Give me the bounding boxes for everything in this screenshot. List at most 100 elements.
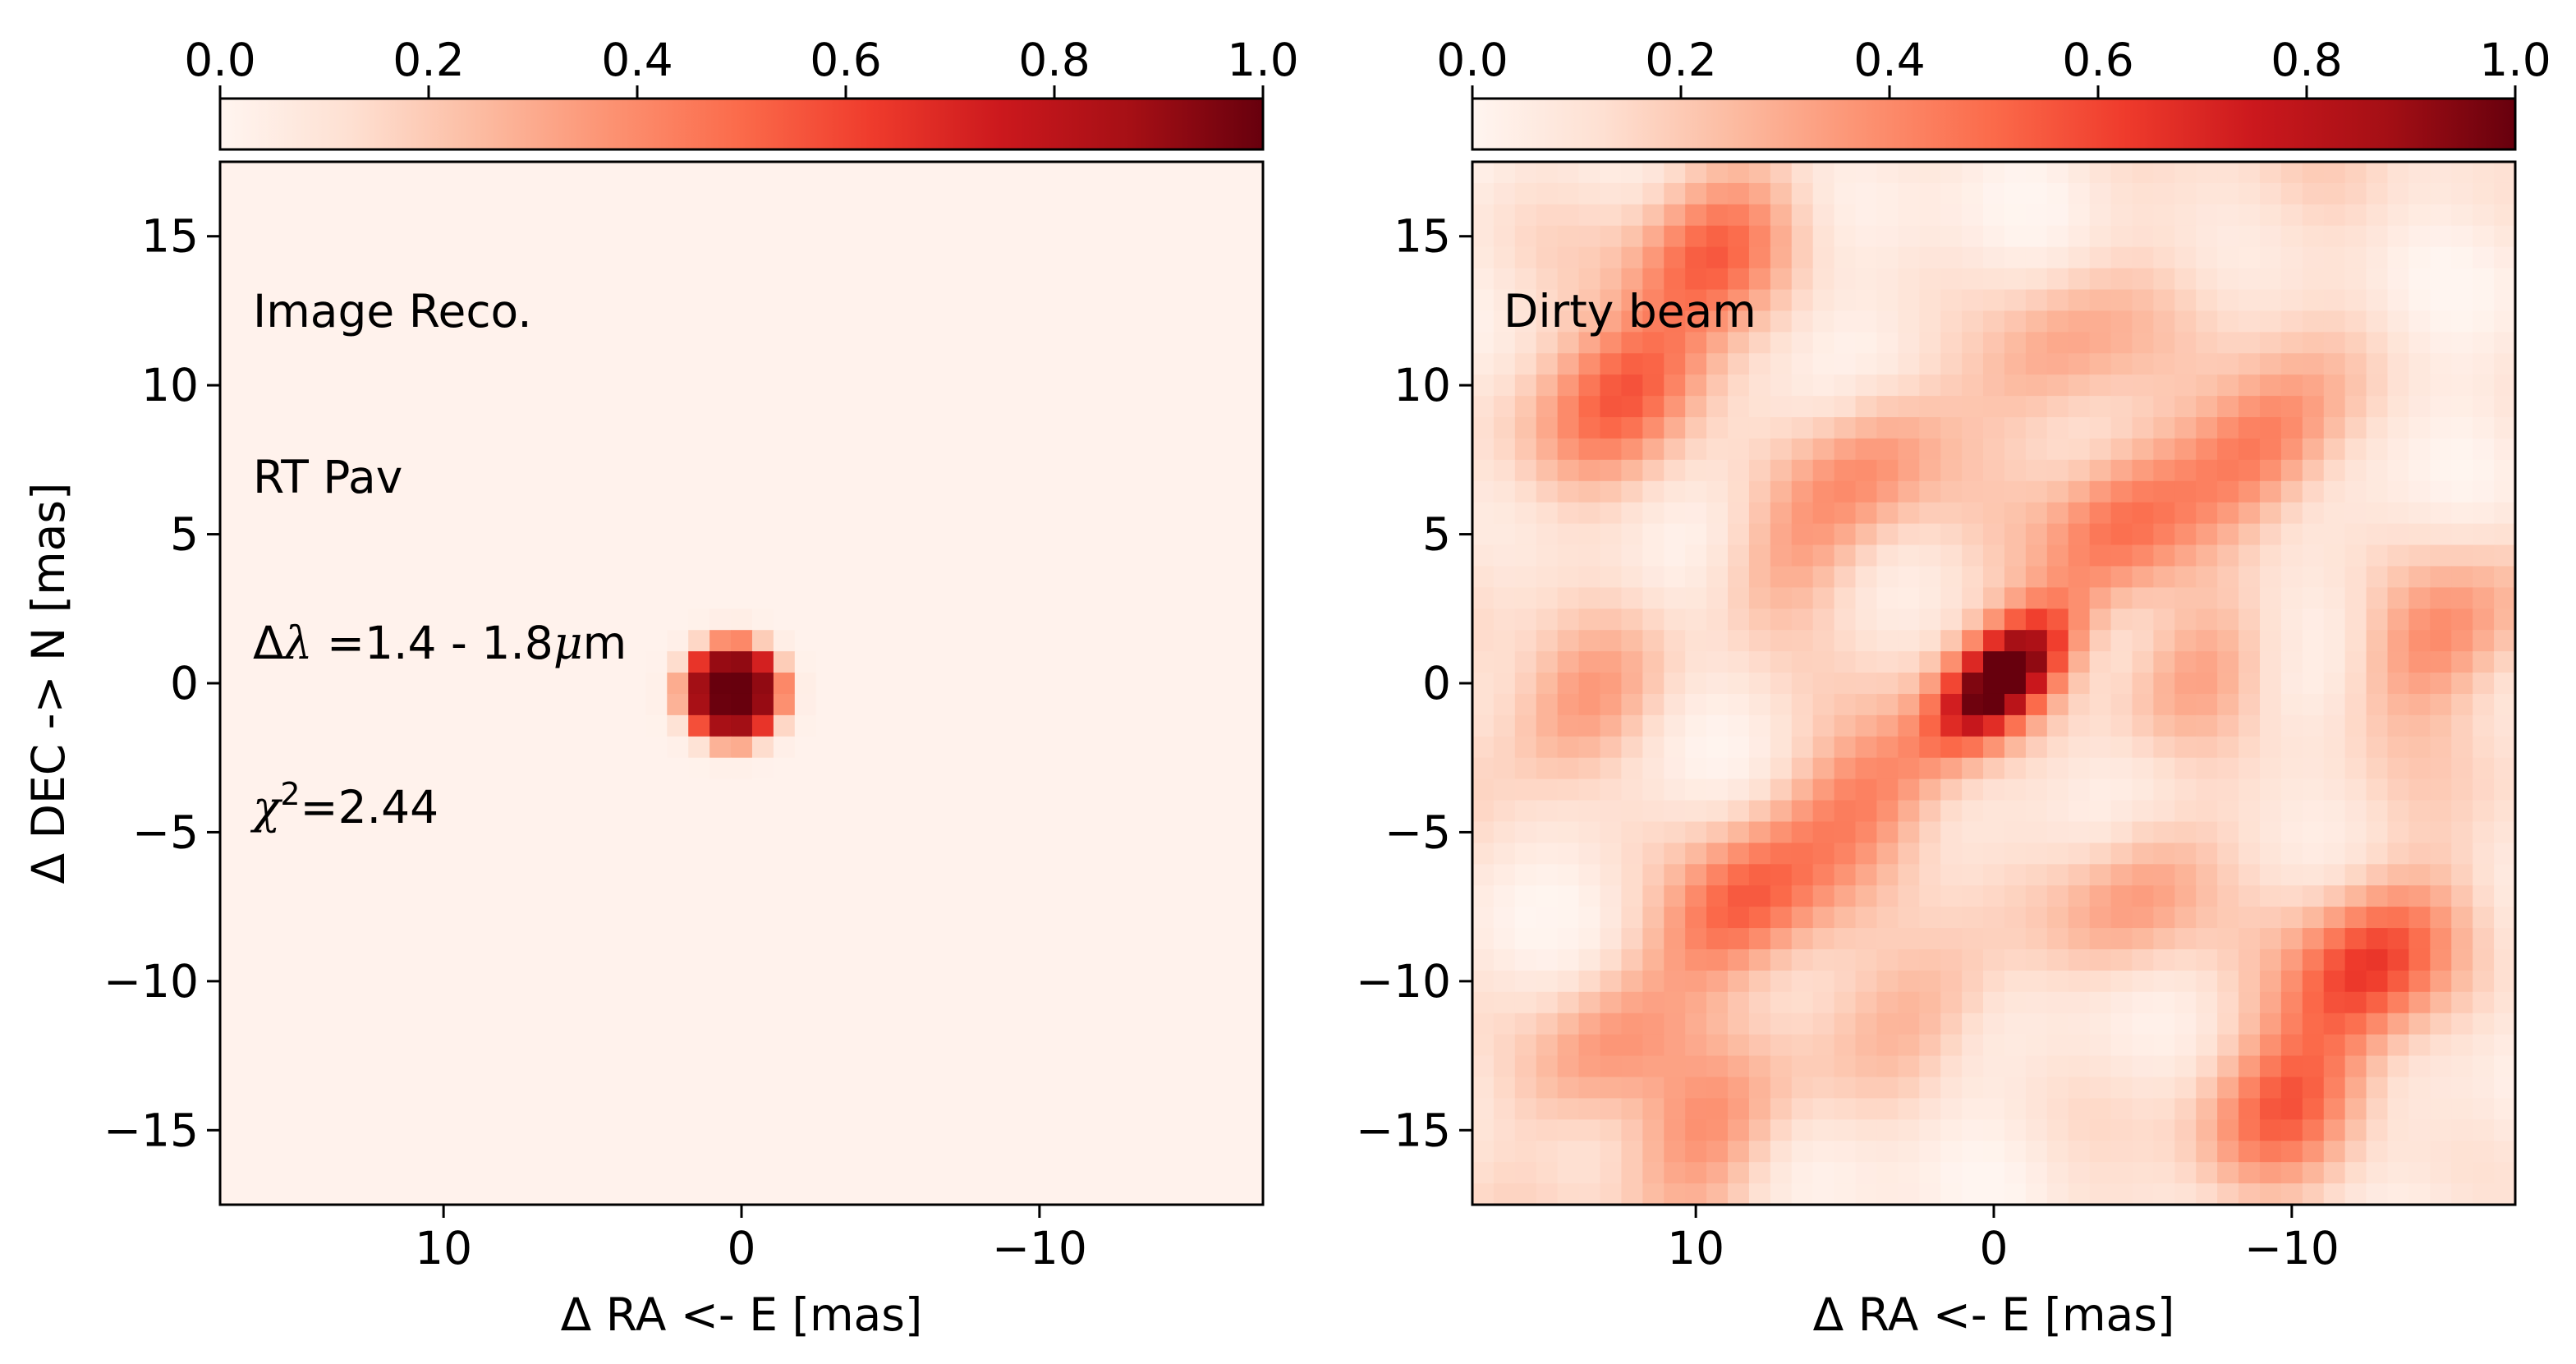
left-heatmap-cell xyxy=(517,182,540,205)
right-heatmap-cell xyxy=(2387,693,2410,716)
left-heatmap-cell xyxy=(837,310,860,333)
left-heatmap-cell xyxy=(922,268,944,291)
right-heatmap-cell xyxy=(2366,991,2389,1014)
right-heatmap-cell xyxy=(1600,566,1623,588)
left-heatmap-cell xyxy=(1199,310,1221,333)
left-heatmap-cell xyxy=(496,523,519,546)
left-heatmap-cell xyxy=(475,332,498,354)
left-heatmap-cell xyxy=(901,928,923,950)
left-heatmap-cell xyxy=(220,289,242,312)
right-heatmap-cell xyxy=(1919,204,1941,227)
right-heatmap-cell xyxy=(2196,544,2218,567)
left-heatmap-cell xyxy=(326,1119,349,1141)
right-heatmap-cell xyxy=(2473,459,2495,482)
right-heatmap-cell xyxy=(1621,1034,1643,1057)
left-y-tick-label: 15 xyxy=(141,210,199,263)
left-heatmap-cell xyxy=(369,821,391,843)
left-heatmap-cell xyxy=(496,1141,519,1163)
left-heatmap-cell xyxy=(1049,587,1072,609)
left-heatmap-cell xyxy=(815,523,838,546)
left-heatmap-cell xyxy=(220,246,242,269)
right-heatmap-cell xyxy=(1728,1013,1750,1036)
left-heatmap-cell xyxy=(1092,225,1115,248)
left-heatmap-cell xyxy=(837,353,860,375)
right-heatmap-cell xyxy=(2025,289,2048,312)
right-heatmap-cell xyxy=(1664,778,1686,801)
right-heatmap-cell xyxy=(1536,757,1559,780)
left-heatmap-cell xyxy=(581,609,604,631)
right-heatmap-cell xyxy=(2280,778,2303,801)
left-heatmap-cell xyxy=(390,948,412,971)
right-heatmap-cell xyxy=(2473,523,2495,546)
left-heatmap-cell xyxy=(1049,714,1072,737)
right-heatmap-cell xyxy=(2366,523,2389,546)
left-heatmap-cell xyxy=(1199,821,1221,843)
right-heatmap-cell xyxy=(1791,651,1814,673)
left-heatmap-cell xyxy=(944,1013,966,1036)
left-heatmap-cell xyxy=(901,1077,923,1100)
left-heatmap-cell xyxy=(262,225,285,248)
left-heatmap-cell xyxy=(475,928,498,950)
left-heatmap-cell xyxy=(1114,225,1136,248)
right-heatmap-cell xyxy=(2153,204,2175,227)
right-heatmap-cell xyxy=(2217,1055,2239,1078)
right-heatmap-cell xyxy=(2153,800,2175,823)
right-heatmap-cell xyxy=(1706,673,1729,695)
left-heatmap-cell xyxy=(1156,1098,1178,1120)
left-heatmap-cell xyxy=(1071,1055,1094,1078)
left-heatmap-cell xyxy=(1007,928,1030,950)
left-heatmap-cell xyxy=(1092,417,1115,439)
right-heatmap-cell xyxy=(2430,459,2452,482)
right-heatmap-cell xyxy=(1919,864,1941,886)
left-heatmap-cell xyxy=(390,693,412,716)
left-heatmap-cell xyxy=(1007,778,1030,801)
left-heatmap-cell xyxy=(1071,502,1094,525)
right-heatmap-cell xyxy=(1898,843,1920,865)
right-heatmap-cell xyxy=(2153,332,2175,354)
left-heatmap-cell xyxy=(305,566,328,588)
right-heatmap-cell xyxy=(2153,1055,2175,1078)
right-heatmap-cell xyxy=(2344,544,2367,567)
left-heatmap-cell xyxy=(241,162,264,184)
right-heatmap-cell xyxy=(2217,991,2239,1014)
right-heatmap-cell xyxy=(2387,502,2410,525)
left-heatmap-cell xyxy=(1135,673,1158,695)
right-heatmap-cell xyxy=(2025,459,2048,482)
left-heatmap-cell xyxy=(1007,1077,1030,1100)
left-heatmap-cell xyxy=(751,673,774,695)
right-heatmap-cell xyxy=(2494,480,2516,503)
right-heatmap-cell xyxy=(2259,907,2282,929)
left-heatmap-cell xyxy=(1114,459,1136,482)
right-heatmap-cell xyxy=(1536,1162,1559,1184)
left-heatmap-cell xyxy=(1156,948,1178,971)
left-heatmap-cell xyxy=(879,970,902,993)
right-heatmap-cell xyxy=(2387,673,2410,695)
right-heatmap-cell xyxy=(1876,1119,1899,1141)
left-heatmap-cell xyxy=(944,353,966,375)
left-heatmap-cell xyxy=(624,778,646,801)
left-heatmap-cell xyxy=(1135,970,1158,993)
right-heatmap-cell xyxy=(2196,736,2218,759)
right-heatmap-cell xyxy=(1812,928,1835,950)
left-heatmap-cell xyxy=(731,502,753,525)
right-heatmap-cell xyxy=(1472,246,1495,269)
right-heatmap-cell xyxy=(2132,651,2154,673)
right-heatmap-cell xyxy=(1770,1162,1793,1184)
left-heatmap-cell xyxy=(731,438,753,461)
right-heatmap-cell xyxy=(1642,332,1665,354)
right-heatmap-cell xyxy=(1855,438,1878,461)
left-heatmap-cell xyxy=(454,757,476,780)
left-heatmap-cell xyxy=(986,204,1008,227)
left-heatmap-cell xyxy=(1007,651,1030,673)
left-heatmap-cell xyxy=(688,970,710,993)
right-heatmap-cell xyxy=(2174,651,2197,673)
right-heatmap-cell xyxy=(1983,544,2005,567)
right-heatmap-cell xyxy=(2132,1183,2154,1206)
right-heatmap-cell xyxy=(2323,225,2346,248)
left-heatmap-cell xyxy=(1242,928,1264,950)
right-heatmap-cell xyxy=(1834,289,1857,312)
left-heatmap-cell xyxy=(1220,757,1242,780)
left-heatmap-cell xyxy=(517,310,540,333)
right-heatmap-cell xyxy=(2451,928,2473,950)
right-heatmap-cell xyxy=(1557,714,1580,737)
